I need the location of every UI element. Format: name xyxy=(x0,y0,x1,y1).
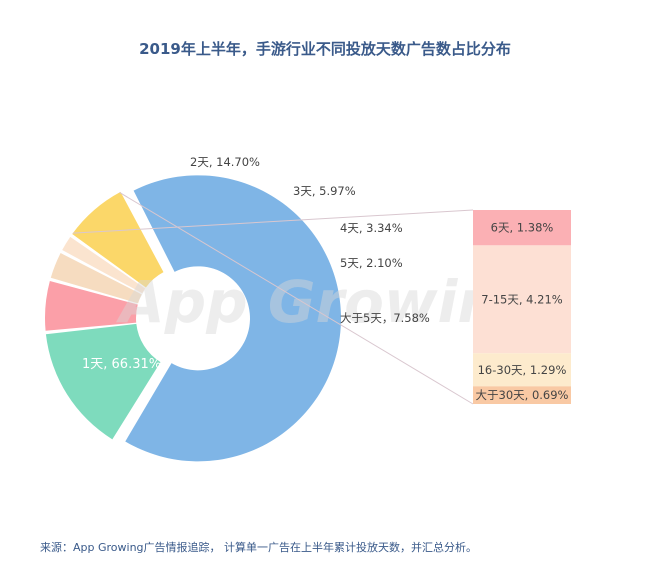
breakdown-segment-2 xyxy=(473,245,571,354)
chart-title: 2019年上半年，手游行业不同投放天数广告数占比分布 xyxy=(139,40,511,58)
slice-label-4: 4天, 3.34% xyxy=(340,221,403,235)
breakdown-label-4: 大于30天, 0.69% xyxy=(476,388,569,402)
breakdown-label-2: 7-15天, 4.21% xyxy=(481,292,563,306)
slice-label-3: 3天, 5.97% xyxy=(293,184,356,198)
pie-slice-4 xyxy=(50,253,142,304)
breakdown-segment-1 xyxy=(473,210,571,246)
slice-labels: 1天, 66.31% 2天, 14.70% 3天, 5.97% 4天, 3.34% 5天… xyxy=(82,155,430,372)
slice-label-1: 1天, 66.31% xyxy=(82,357,161,372)
source-note: 来源：App Growing广告情报追踪， 计算单一广告在上半年累计投放天数，并… xyxy=(40,540,477,554)
breakdown-bar: 6天, 1.38% 7-15天, 4.21% 16-30天, 1.29% 大于30天,… xyxy=(473,210,571,404)
watermark: App Growing xyxy=(116,268,540,336)
slice-label-6: 大于5天，7.58% xyxy=(340,311,430,325)
breakdown-segment-3 xyxy=(473,353,571,387)
breakdown-connectors xyxy=(72,192,474,405)
slice-label-5: 5天, 2.10% xyxy=(340,256,403,270)
connector-bottom xyxy=(119,192,474,405)
pie-slice-6 xyxy=(72,191,164,288)
slice-label-2: 2天, 14.70% xyxy=(190,155,260,169)
breakdown-segment-4 xyxy=(473,386,571,404)
pie-slice-5 xyxy=(62,236,146,294)
pie-slice-3 xyxy=(45,281,138,331)
pie-chart xyxy=(45,175,341,462)
pie-slice-2 xyxy=(45,323,161,440)
connector-top xyxy=(72,209,474,234)
pie-slice-1 xyxy=(125,175,341,462)
breakdown-label-1: 6天, 1.38% xyxy=(491,221,554,235)
breakdown-label-3: 16-30天, 1.29% xyxy=(478,363,567,377)
